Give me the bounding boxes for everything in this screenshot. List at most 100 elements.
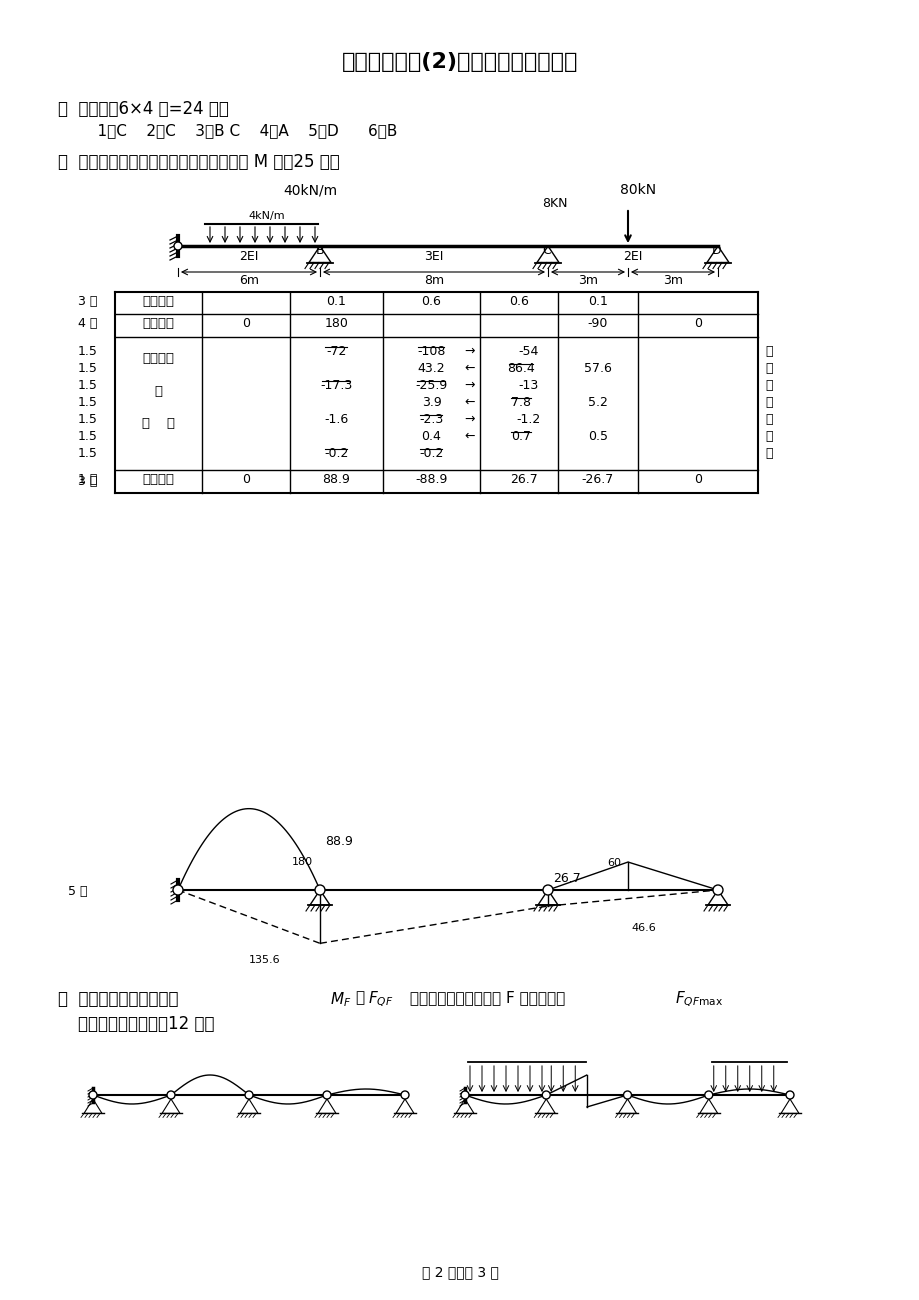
Circle shape bbox=[623, 1091, 630, 1098]
Text: -1.6: -1.6 bbox=[324, 413, 348, 426]
Text: →: → bbox=[464, 413, 474, 426]
Text: 26.7: 26.7 bbox=[552, 872, 580, 885]
Circle shape bbox=[173, 885, 183, 894]
Text: 1.5: 1.5 bbox=[78, 361, 97, 374]
Circle shape bbox=[542, 885, 552, 894]
Text: 2EI: 2EI bbox=[623, 250, 642, 263]
Text: 分: 分 bbox=[765, 413, 772, 426]
Text: 3 分: 3 分 bbox=[78, 474, 97, 488]
Text: ←: ← bbox=[464, 430, 474, 443]
Text: -0.2: -0.2 bbox=[324, 447, 348, 460]
Text: 分: 分 bbox=[765, 344, 772, 358]
Text: 3.9: 3.9 bbox=[421, 396, 441, 410]
Text: $F_{QF\mathrm{max}}$: $F_{QF\mathrm{max}}$ bbox=[675, 991, 722, 1009]
Text: 三  用机动法作图示连续梁: 三 用机动法作图示连续梁 bbox=[58, 991, 178, 1008]
Text: 3EI: 3EI bbox=[424, 250, 443, 263]
Text: -54: -54 bbox=[518, 344, 539, 358]
Text: 86.4: 86.4 bbox=[506, 361, 534, 374]
Text: 1.5: 1.5 bbox=[78, 344, 97, 358]
Text: -108: -108 bbox=[417, 344, 445, 358]
Text: 影响线，并画出使截面 F 产生最大值: 影响线，并画出使截面 F 产生最大值 bbox=[404, 991, 564, 1005]
Text: $M_F$: $M_F$ bbox=[330, 991, 351, 1009]
Text: 分: 分 bbox=[765, 361, 772, 374]
Text: ←: ← bbox=[464, 396, 474, 410]
Text: 60: 60 bbox=[607, 858, 620, 868]
Text: 0.1: 0.1 bbox=[587, 295, 607, 308]
Circle shape bbox=[244, 1091, 253, 1098]
Text: 135.6: 135.6 bbox=[249, 956, 280, 965]
Text: 固端弯矩: 固端弯矩 bbox=[142, 317, 175, 330]
Text: -13: -13 bbox=[518, 380, 539, 393]
Text: 8m: 8m bbox=[424, 274, 444, 287]
Text: 0.6: 0.6 bbox=[508, 295, 528, 308]
Text: D: D bbox=[711, 244, 720, 257]
Text: 0.1: 0.1 bbox=[326, 295, 346, 308]
Text: 180: 180 bbox=[324, 317, 348, 330]
Text: 57.6: 57.6 bbox=[584, 361, 611, 374]
Circle shape bbox=[704, 1091, 712, 1098]
Text: 1、C    2、C    3、B C    4、A    5、D      6、B: 1、C 2、C 3、B C 4、A 5、D 6、B bbox=[78, 124, 397, 138]
Text: 0: 0 bbox=[242, 473, 250, 486]
Text: 分: 分 bbox=[765, 430, 772, 443]
Text: 0: 0 bbox=[693, 473, 701, 486]
Text: 5 分: 5 分 bbox=[68, 885, 87, 898]
Text: 传    递: 传 递 bbox=[142, 417, 175, 430]
Text: →: → bbox=[464, 380, 474, 393]
Text: 4kN/m: 4kN/m bbox=[248, 211, 284, 221]
Text: 3 分: 3 分 bbox=[78, 295, 97, 308]
Text: 43.2: 43.2 bbox=[417, 361, 445, 374]
Text: -17.3: -17.3 bbox=[320, 380, 352, 393]
Text: -88.9: -88.9 bbox=[414, 473, 448, 486]
Circle shape bbox=[460, 1091, 469, 1098]
Text: 0.4: 0.4 bbox=[421, 430, 441, 443]
Circle shape bbox=[314, 885, 324, 894]
Text: 1.5: 1.5 bbox=[78, 380, 97, 393]
Text: -0.2: -0.2 bbox=[419, 447, 443, 460]
Text: 杆端弯矩: 杆端弯矩 bbox=[142, 473, 175, 486]
Text: $F_{QF}$: $F_{QF}$ bbox=[368, 991, 393, 1009]
Text: 7.8: 7.8 bbox=[510, 396, 530, 410]
Text: 80kN: 80kN bbox=[619, 183, 655, 198]
Text: 0.7: 0.7 bbox=[510, 430, 530, 443]
Text: 88.9: 88.9 bbox=[323, 473, 350, 486]
Text: 0: 0 bbox=[693, 317, 701, 330]
Text: 0.6: 0.6 bbox=[421, 295, 441, 308]
Text: 《结构力学》(2)模拟试题四参考答案: 《结构力学》(2)模拟试题四参考答案 bbox=[342, 52, 577, 72]
Text: 二  用力矩分配法计算图示连续梁，并作其 M 图（25 分）: 二 用力矩分配法计算图示连续梁，并作其 M 图（25 分） bbox=[58, 153, 339, 172]
Text: 3m: 3m bbox=[577, 274, 597, 287]
Text: 1.5: 1.5 bbox=[78, 447, 97, 460]
Circle shape bbox=[323, 1091, 331, 1098]
Text: 分配系数: 分配系数 bbox=[142, 295, 175, 308]
Text: 8KN: 8KN bbox=[541, 198, 567, 211]
Text: 分: 分 bbox=[765, 447, 772, 460]
Text: 1 分: 1 分 bbox=[78, 473, 97, 486]
Text: 1.5: 1.5 bbox=[78, 413, 97, 426]
Text: -1.2: -1.2 bbox=[516, 413, 540, 426]
Text: -2.3: -2.3 bbox=[419, 413, 443, 426]
Text: 180: 180 bbox=[291, 857, 312, 867]
Circle shape bbox=[401, 1091, 409, 1098]
Text: 0.5: 0.5 bbox=[587, 430, 607, 443]
Text: 88.9: 88.9 bbox=[324, 835, 353, 848]
Text: 共 2 页，第 3 页: 共 2 页，第 3 页 bbox=[421, 1265, 498, 1279]
Text: 的均布活荷的布置（12 分）: 的均布活荷的布置（12 分） bbox=[78, 1015, 214, 1034]
Text: -25.9: -25.9 bbox=[414, 380, 448, 393]
Text: 40kN/m: 40kN/m bbox=[283, 183, 336, 198]
Circle shape bbox=[541, 1091, 550, 1098]
Text: 分: 分 bbox=[765, 396, 772, 410]
Text: -72: -72 bbox=[326, 344, 346, 358]
Text: B: B bbox=[315, 244, 324, 257]
Text: -26.7: -26.7 bbox=[581, 473, 614, 486]
Circle shape bbox=[167, 1091, 175, 1098]
Text: 力矩分配: 力矩分配 bbox=[142, 352, 175, 365]
Text: 5.2: 5.2 bbox=[587, 396, 607, 410]
Text: 与: 与 bbox=[154, 385, 163, 398]
Text: 26.7: 26.7 bbox=[509, 473, 538, 486]
Text: 分: 分 bbox=[765, 380, 772, 393]
Circle shape bbox=[174, 242, 182, 250]
Circle shape bbox=[785, 1091, 793, 1098]
Circle shape bbox=[712, 885, 722, 894]
Text: 1.5: 1.5 bbox=[78, 396, 97, 410]
Text: 2EI: 2EI bbox=[239, 250, 258, 263]
Text: C: C bbox=[541, 244, 550, 257]
